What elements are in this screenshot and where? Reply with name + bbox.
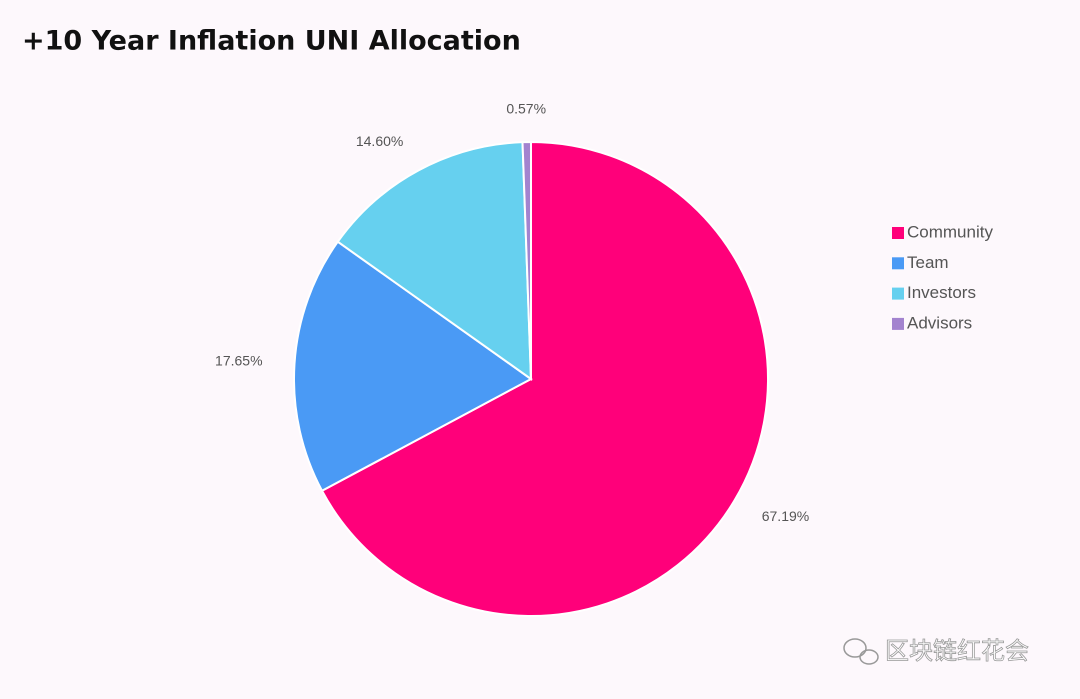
watermark: 区块链红花会 — [885, 637, 1029, 665]
value-label: 14.60% — [356, 133, 403, 149]
value-label: 0.57% — [506, 101, 546, 117]
legend-label: Investors — [907, 283, 976, 302]
legend-swatch — [892, 227, 904, 239]
value-label: 67.19% — [762, 508, 809, 524]
legend-swatch — [892, 287, 904, 300]
legend-label: Community — [907, 222, 993, 241]
pie-slice — [293, 240, 533, 493]
watermark-icon — [843, 638, 879, 665]
pie-slice — [320, 140, 769, 617]
legend-swatch — [892, 257, 904, 270]
chart-title: +10 Year Inflation UNI Allocation — [22, 26, 521, 57]
legend-swatch — [892, 317, 904, 330]
legend-label: Advisors — [907, 313, 972, 332]
legend-label: Team — [907, 253, 949, 272]
pie-slice — [336, 141, 533, 381]
pie-slice — [521, 140, 532, 380]
value-label: 17.65% — [215, 353, 262, 369]
